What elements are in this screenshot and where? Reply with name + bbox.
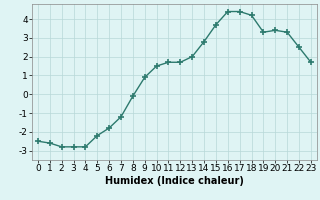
X-axis label: Humidex (Indice chaleur): Humidex (Indice chaleur) (105, 176, 244, 186)
